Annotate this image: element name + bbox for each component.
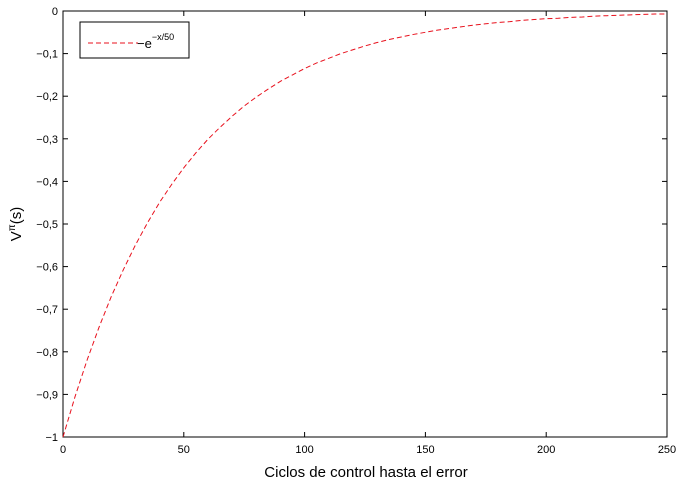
y-axis-title-sup: π: [7, 224, 18, 231]
y-axis-title-tail: (s): [8, 207, 25, 225]
y-tick-label: −0,2: [36, 91, 58, 103]
legend-label-sup: −x/50: [152, 32, 174, 42]
y-tick-label: 0: [52, 6, 58, 18]
y-tick-label: −0,1: [36, 49, 58, 61]
legend-label: −e−x/50: [137, 32, 174, 51]
y-tick-label: −0,3: [36, 134, 58, 146]
y-tick-label: −0,9: [36, 389, 58, 401]
y-tick-label: −0,5: [36, 219, 58, 231]
y-tick-label: −0,8: [36, 347, 58, 359]
x-tick-label: 100: [295, 444, 313, 456]
x-tick-label: 250: [658, 444, 676, 456]
y-tick-label: −1: [45, 432, 58, 444]
plot-layer: [62, 13, 667, 438]
x-axis-title: Ciclos de control hasta el error: [264, 464, 467, 481]
legend: −e−x/50: [79, 21, 190, 59]
y-tick-label: −0,4: [36, 176, 58, 188]
x-tick-label: 0: [60, 444, 66, 456]
y-axis-title: Vπ(s): [7, 207, 25, 241]
plot-frame: [62, 10, 668, 438]
x-tick-label: 200: [537, 444, 555, 456]
y-tick-label: −0,7: [36, 304, 58, 316]
y-tick-label: −0,6: [36, 262, 58, 274]
y-axis-title-main: V: [8, 231, 25, 241]
series-line: [62, 13, 667, 438]
legend-box: [79, 21, 190, 59]
legend-label-main: −e: [137, 36, 152, 51]
x-tick-label: 50: [178, 444, 190, 456]
x-tick-label: 150: [416, 444, 434, 456]
axes-layer: 0 50 100 150 200 250 0 −0,1 −0,2 −0,3 −0,4 −0,5 −0,6…: [36, 6, 676, 456]
